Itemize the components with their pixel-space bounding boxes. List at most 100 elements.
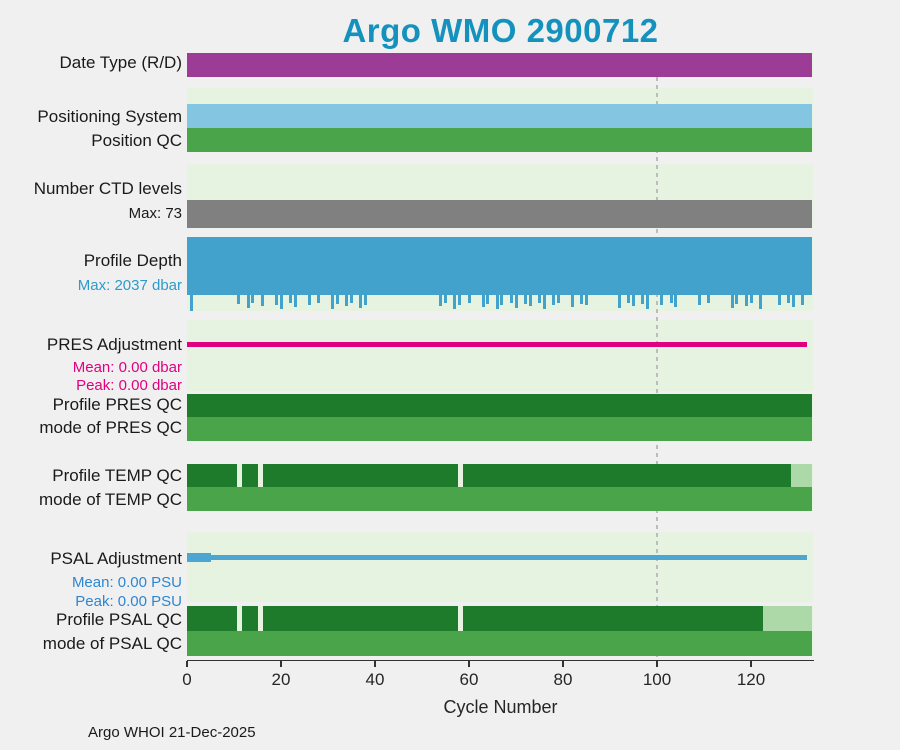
- plot-band-3: [187, 237, 813, 311]
- depth-mark: [674, 295, 678, 307]
- depth-mark: [246, 295, 250, 308]
- bar-profile-temp-qc: [187, 464, 237, 487]
- bar-mode-psal-qc: [187, 631, 813, 656]
- bar-position-qc: [187, 128, 813, 152]
- bar-profile-psal-qc: [187, 606, 237, 631]
- footer-text: Argo WHOI 21-Dec-2025: [88, 724, 256, 741]
- row-label-profile-psal-qc: Profile PSAL QC: [56, 610, 182, 629]
- depth-mark: [509, 295, 513, 303]
- plot-band-4: [187, 320, 813, 391]
- bar-psal-adjustment-thick: [187, 553, 211, 562]
- depth-mark: [190, 295, 194, 311]
- bar-ctd-levels: [187, 200, 813, 228]
- depth-mark: [758, 295, 762, 309]
- bar-profile-temp-qc: [791, 464, 813, 487]
- bar-positioning-system: [187, 104, 813, 128]
- depth-mark: [556, 295, 560, 303]
- plot-band-1: [187, 88, 813, 152]
- depth-mark: [331, 295, 335, 309]
- depth-mark: [495, 295, 499, 309]
- row-label-psal-adjustment: PSAL Adjustment: [50, 549, 182, 568]
- x-axis-label: Cycle Number: [443, 697, 558, 717]
- row-label-ctd-levels: Number CTD levels: [33, 179, 182, 198]
- depth-mark: [735, 295, 739, 304]
- plot-area: [187, 0, 814, 750]
- depth-mark: [744, 295, 748, 306]
- depth-mark: [481, 295, 485, 307]
- depth-mark: [453, 295, 457, 309]
- bar-profile-temp-qc: [462, 464, 791, 487]
- depth-mark: [580, 295, 584, 304]
- depth-mark: [345, 295, 349, 306]
- depth-mark: [791, 295, 795, 307]
- plot-band-0: [187, 53, 813, 77]
- row-label-pres-adjustment: PRES Adjustment: [46, 335, 182, 354]
- plot-band-7: [187, 532, 813, 602]
- depth-mark: [660, 295, 664, 305]
- depth-mark: [500, 295, 504, 305]
- chart-title: Argo WMO 2900712: [342, 12, 659, 49]
- cycle-marker-line: [656, 53, 658, 661]
- depth-mark: [627, 295, 631, 303]
- plot-band-5: [187, 394, 813, 441]
- depth-mark: [237, 295, 241, 304]
- row-label-position-qc: Position QC: [91, 131, 182, 150]
- bar-profile-psal-qc: [762, 606, 813, 631]
- depth-mark: [274, 295, 278, 305]
- depth-mark: [350, 295, 353, 303]
- row-label-profile-depth: Profile Depth: [83, 251, 182, 270]
- depth-mark: [801, 295, 805, 305]
- depth-mark: [641, 295, 645, 304]
- x-axis-line: [187, 660, 814, 661]
- plot-band-2: [187, 164, 813, 228]
- depth-mark: [293, 295, 297, 307]
- depth-mark: [542, 295, 546, 309]
- depth-mark: [359, 295, 363, 308]
- depth-mark: [523, 295, 527, 304]
- bar-profile-temp-qc: [263, 464, 459, 487]
- row-sublabel-profile-depth-0: Max: 2037 dbar: [77, 277, 182, 294]
- row-label-mode-temp-qc: mode of TEMP QC: [39, 490, 182, 509]
- plot-band-8: [187, 606, 813, 656]
- depth-mark: [439, 295, 443, 306]
- row-sublabel-psal-adjustment-0: Mean: 0.00 PSU: [71, 574, 182, 591]
- depth-mark: [697, 295, 701, 305]
- depth-mark: [444, 295, 447, 303]
- row-label-profile-pres-qc: Profile PRES QC: [52, 395, 182, 414]
- bar-profile-temp-qc: [242, 464, 258, 487]
- depth-mark: [669, 295, 673, 303]
- depth-mark: [730, 295, 734, 308]
- depth-mark: [787, 295, 791, 303]
- depth-mark: [335, 295, 339, 304]
- depth-mark: [251, 295, 255, 303]
- depth-mark: [486, 295, 490, 304]
- depth-mark: [514, 295, 518, 308]
- depth-mark: [777, 295, 781, 305]
- depth-mark: [646, 295, 650, 309]
- bar-pres-adjustment: [187, 342, 808, 347]
- depth-mark: [467, 295, 471, 303]
- row-label-positioning-system: Positioning System: [37, 107, 182, 126]
- depth-mark: [749, 295, 753, 303]
- row-sublabel-psal-adjustment-1: Peak: 0.00 PSU: [75, 593, 182, 610]
- depth-mark: [632, 295, 635, 306]
- depth-mark: [528, 295, 532, 306]
- row-label-date-type: Date Type (R/D): [59, 53, 182, 72]
- depth-mark: [552, 295, 556, 305]
- row-sublabel-pres-adjustment-1: Peak: 0.00 dbar: [76, 377, 182, 394]
- bar-date-type: [187, 53, 813, 77]
- depth-mark: [364, 295, 368, 305]
- depth-mark: [279, 295, 283, 309]
- depth-mark: [288, 295, 292, 303]
- depth-mark: [707, 295, 711, 303]
- row-sublabel-ctd-levels-0: Max: 73: [128, 205, 182, 222]
- bar-psal-adjustment: [187, 555, 808, 560]
- bar-profile-pres-qc: [187, 394, 813, 417]
- bar-mode-pres-qc: [187, 417, 813, 441]
- depth-mark: [617, 295, 621, 308]
- row-sublabel-pres-adjustment-0: Mean: 0.00 dbar: [72, 359, 182, 376]
- depth-mark: [585, 295, 588, 305]
- bar-profile-psal-qc: [263, 606, 459, 631]
- bar-profile-psal-qc: [242, 606, 258, 631]
